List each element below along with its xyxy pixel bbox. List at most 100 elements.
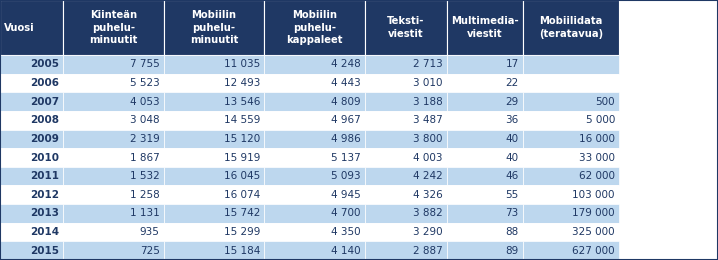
Bar — [523, 167, 619, 185]
Text: Teksti-
viestit: Teksti- viestit — [387, 16, 424, 39]
Text: 4 140: 4 140 — [331, 246, 360, 256]
Bar — [365, 223, 447, 241]
Bar — [523, 204, 619, 223]
Text: 5 523: 5 523 — [130, 78, 159, 88]
Bar — [365, 92, 447, 111]
Bar — [164, 130, 264, 148]
Text: 3 188: 3 188 — [413, 97, 442, 107]
Bar — [365, 148, 447, 167]
Text: 89: 89 — [505, 246, 518, 256]
Text: 73: 73 — [505, 209, 518, 218]
Bar — [264, 204, 365, 223]
Text: 29: 29 — [505, 97, 518, 107]
Bar — [63, 130, 164, 148]
Bar — [63, 148, 164, 167]
Text: 2 887: 2 887 — [413, 246, 442, 256]
Text: 16 074: 16 074 — [224, 190, 260, 200]
Text: Mobiilin
puhelu-
minuutit: Mobiilin puhelu- minuutit — [190, 10, 238, 45]
Text: 103 000: 103 000 — [572, 190, 615, 200]
Text: 2007: 2007 — [30, 97, 59, 107]
Text: 11 035: 11 035 — [224, 60, 260, 69]
Bar — [447, 223, 523, 241]
Bar — [164, 92, 264, 111]
Bar — [264, 111, 365, 130]
Text: 2 319: 2 319 — [130, 134, 159, 144]
Text: 5 000: 5 000 — [586, 115, 615, 125]
Bar — [264, 0, 365, 55]
Text: 2006: 2006 — [30, 78, 59, 88]
Bar — [264, 167, 365, 185]
Bar — [264, 130, 365, 148]
Bar — [523, 74, 619, 92]
Text: 179 000: 179 000 — [572, 209, 615, 218]
Text: 16 000: 16 000 — [579, 134, 615, 144]
Bar — [365, 0, 447, 55]
Text: 4 003: 4 003 — [413, 153, 442, 162]
Text: 2009: 2009 — [30, 134, 59, 144]
Bar — [164, 167, 264, 185]
Text: Multimedia-
viestit: Multimedia- viestit — [451, 16, 518, 39]
Bar — [365, 185, 447, 204]
Text: 2 713: 2 713 — [413, 60, 442, 69]
Text: Mobiilin
puhelu-
kappaleet: Mobiilin puhelu- kappaleet — [286, 10, 342, 45]
Bar — [523, 55, 619, 74]
Bar — [447, 167, 523, 185]
Text: 4 700: 4 700 — [331, 209, 360, 218]
Text: 3 010: 3 010 — [413, 78, 442, 88]
Bar — [365, 111, 447, 130]
Text: 2005: 2005 — [30, 60, 59, 69]
Bar — [164, 148, 264, 167]
Text: 3 800: 3 800 — [413, 134, 442, 144]
Text: 16 045: 16 045 — [224, 171, 260, 181]
Bar — [0, 204, 63, 223]
Bar — [264, 241, 365, 260]
Bar — [447, 55, 523, 74]
Text: 40: 40 — [505, 134, 518, 144]
Text: 13 546: 13 546 — [224, 97, 260, 107]
Text: 2011: 2011 — [30, 171, 59, 181]
Bar — [365, 204, 447, 223]
Bar — [447, 148, 523, 167]
Bar — [523, 111, 619, 130]
Text: 3 290: 3 290 — [413, 227, 442, 237]
Bar — [0, 130, 63, 148]
Bar — [447, 0, 523, 55]
Text: 4 248: 4 248 — [331, 60, 360, 69]
Bar — [447, 92, 523, 111]
Bar — [264, 92, 365, 111]
Text: 12 493: 12 493 — [224, 78, 260, 88]
Bar — [264, 223, 365, 241]
Bar — [0, 223, 63, 241]
Text: 62 000: 62 000 — [579, 171, 615, 181]
Text: 2008: 2008 — [30, 115, 59, 125]
Bar — [447, 204, 523, 223]
Bar — [164, 185, 264, 204]
Text: 15 919: 15 919 — [224, 153, 260, 162]
Bar — [365, 130, 447, 148]
Bar — [63, 111, 164, 130]
Bar — [164, 0, 264, 55]
Bar — [447, 111, 523, 130]
Text: 4 945: 4 945 — [331, 190, 360, 200]
Bar — [0, 167, 63, 185]
Text: 3 882: 3 882 — [413, 209, 442, 218]
Text: 15 299: 15 299 — [224, 227, 260, 237]
Bar — [0, 0, 63, 55]
Bar — [264, 148, 365, 167]
Bar — [164, 111, 264, 130]
Text: 1 258: 1 258 — [130, 190, 159, 200]
Bar — [365, 167, 447, 185]
Bar — [0, 185, 63, 204]
Text: 4 443: 4 443 — [331, 78, 360, 88]
Text: 2014: 2014 — [30, 227, 59, 237]
Bar — [0, 241, 63, 260]
Bar — [63, 167, 164, 185]
Bar — [164, 74, 264, 92]
Bar — [0, 111, 63, 130]
Text: 725: 725 — [140, 246, 159, 256]
Bar — [63, 0, 164, 55]
Text: 15 120: 15 120 — [224, 134, 260, 144]
Text: 17: 17 — [505, 60, 518, 69]
Text: 2013: 2013 — [30, 209, 59, 218]
Bar — [365, 55, 447, 74]
